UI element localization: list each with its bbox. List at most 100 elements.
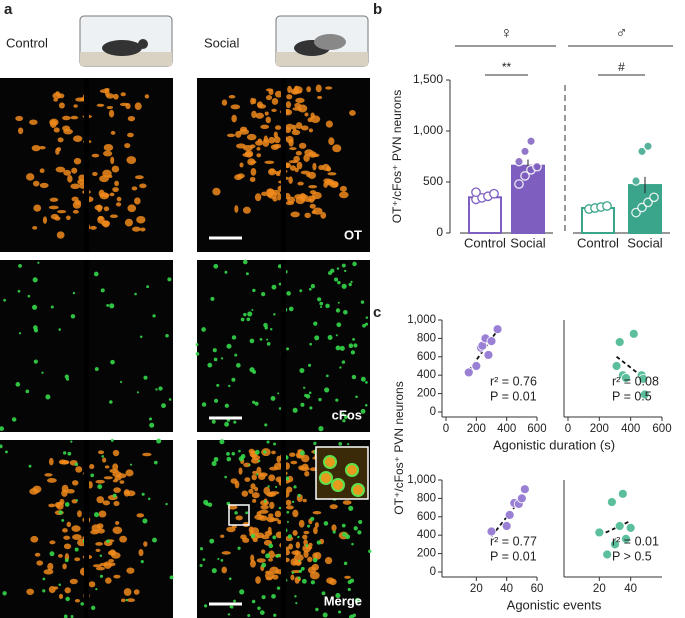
cfos-cell [110, 359, 115, 365]
cfos-cell [11, 417, 17, 422]
cfos-cell [220, 559, 224, 562]
panel-label: c [373, 304, 381, 321]
ot-cell [61, 484, 69, 493]
cfos-cell [360, 376, 366, 382]
ot-cell [257, 473, 266, 480]
ot-cell [102, 500, 110, 506]
ot-cell [33, 204, 42, 212]
ot-cell [302, 498, 307, 503]
ot-cell [291, 129, 301, 136]
cfos-cell [325, 303, 330, 309]
ot-cell [30, 535, 39, 543]
ot-cell [221, 566, 228, 574]
ot-cell [91, 153, 100, 158]
ot-cell [77, 510, 82, 518]
ot-cell [136, 215, 146, 224]
ot-cell [323, 181, 328, 188]
cfos-cell [109, 400, 113, 404]
ot-cell [312, 552, 318, 560]
ot-cell [112, 449, 120, 457]
cfos-cell [243, 312, 247, 317]
ot-cell [49, 118, 59, 126]
cfos-cell [288, 306, 294, 312]
cfos-cell [291, 500, 295, 503]
cfos-cell [228, 384, 231, 388]
ot-cell [98, 510, 107, 518]
cfos-cell [343, 269, 347, 273]
data-point [617, 488, 628, 499]
ot-cell [89, 464, 95, 470]
cfos-cell [240, 317, 245, 322]
ot-cell [221, 99, 228, 106]
cfos-cell [264, 423, 268, 427]
ot-cell [290, 574, 295, 581]
ot-cell [312, 511, 322, 515]
x-tick-label: 200 [467, 423, 486, 435]
ot-cell [307, 117, 313, 123]
ot-cell [306, 173, 311, 177]
cfos-cell [240, 454, 246, 459]
cfos-cell [299, 450, 305, 456]
ot-cell [74, 557, 81, 562]
cfos-cell [318, 426, 324, 432]
ot-cell [237, 173, 245, 179]
ot-cell [15, 115, 24, 121]
x-tick-label: 600 [527, 423, 546, 435]
cfos-cell [148, 417, 153, 421]
cfos-cell [335, 593, 341, 599]
cfos-cell [234, 353, 238, 357]
cfos-cell [338, 610, 342, 614]
data-point [486, 526, 497, 537]
inset-cell [345, 463, 359, 477]
data-point [610, 539, 620, 550]
cfos-cell [45, 394, 51, 400]
ot-cell [277, 192, 282, 201]
cfos-cell [355, 395, 358, 399]
ot-cell [295, 122, 303, 129]
cfos-cell [251, 599, 256, 604]
data-point [631, 176, 641, 186]
ot-cell [73, 104, 78, 108]
data-point [643, 197, 653, 208]
cfos-cell [335, 334, 338, 337]
cfos-cell [169, 575, 174, 580]
cfos-cell [341, 523, 346, 528]
ot-cell [256, 146, 261, 151]
data-point [621, 533, 631, 544]
ot-cell [92, 171, 98, 177]
ot-cell [53, 98, 58, 102]
cfos-cell [156, 438, 162, 444]
cfos-cell [299, 289, 303, 293]
ot-cell [286, 486, 293, 493]
cfos-cell [336, 267, 340, 270]
cfos-cell [360, 300, 365, 304]
y-tick-label: 0 [430, 406, 436, 418]
y-tick-label: 1,000 [413, 123, 443, 137]
ot-cell [56, 231, 65, 239]
ot-cell [99, 562, 109, 567]
ot-cell [248, 448, 255, 454]
ot-cell [329, 578, 337, 586]
ot-cell [313, 526, 318, 535]
cfos-cell [202, 558, 206, 561]
ot-cell [112, 526, 123, 534]
cfos-cell [292, 407, 298, 413]
ot-cell [106, 105, 114, 110]
x-tick-label: 600 [652, 423, 671, 435]
ot-cell [78, 174, 86, 182]
cfos-cell [315, 607, 319, 612]
group-label: ♂ [616, 25, 628, 42]
x-tick-label: 40 [624, 583, 637, 595]
cfos-cell [231, 335, 237, 340]
ot-cell [256, 466, 262, 475]
cfos-cell [99, 554, 103, 557]
ot-cell [36, 560, 44, 566]
cfos-cell [342, 412, 345, 415]
cfos-cell [61, 518, 65, 522]
ot-cell [249, 176, 256, 183]
cage-illustration [275, 15, 369, 67]
cfos-cell [97, 484, 103, 490]
y-tick-label: 600 [417, 511, 436, 523]
ot-cell [88, 581, 96, 588]
cfos-cell [63, 451, 67, 455]
